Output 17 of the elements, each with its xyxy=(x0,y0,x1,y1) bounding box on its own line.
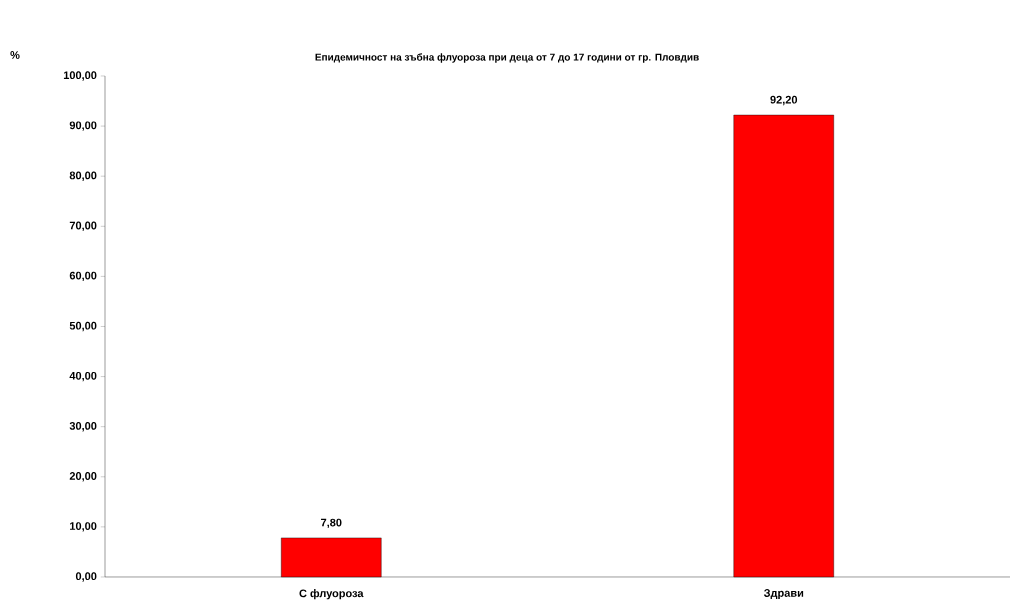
y-tick-label: 0,00 xyxy=(75,572,97,582)
y-tick-label: 30,00 xyxy=(69,421,97,432)
y-axis-title: % xyxy=(10,51,20,59)
y-tick-label: 60,00 xyxy=(69,271,97,282)
data-label: 7,80 xyxy=(321,518,342,529)
y-tick-label: 100,00 xyxy=(63,71,97,81)
y-tick-label: 80,00 xyxy=(69,171,97,181)
y-tick-label: 40,00 xyxy=(69,371,97,382)
data-label: 92,20 xyxy=(770,95,798,106)
x-tick-label: Здрави xyxy=(763,589,804,600)
y-tick-label: 50,00 xyxy=(69,321,97,332)
y-tick-label: 90,00 xyxy=(69,121,97,131)
y-tick-label: 10,00 xyxy=(70,522,97,532)
y-tick-label: 20,00 xyxy=(69,472,97,482)
y-tick-label: 70,00 xyxy=(69,221,97,231)
x-tick-label: С флуороза xyxy=(299,589,364,600)
chart-title: Епидемичност на зъбна флуороза при деца от 7 до 17 години от гр. Пловдив xyxy=(315,53,699,63)
